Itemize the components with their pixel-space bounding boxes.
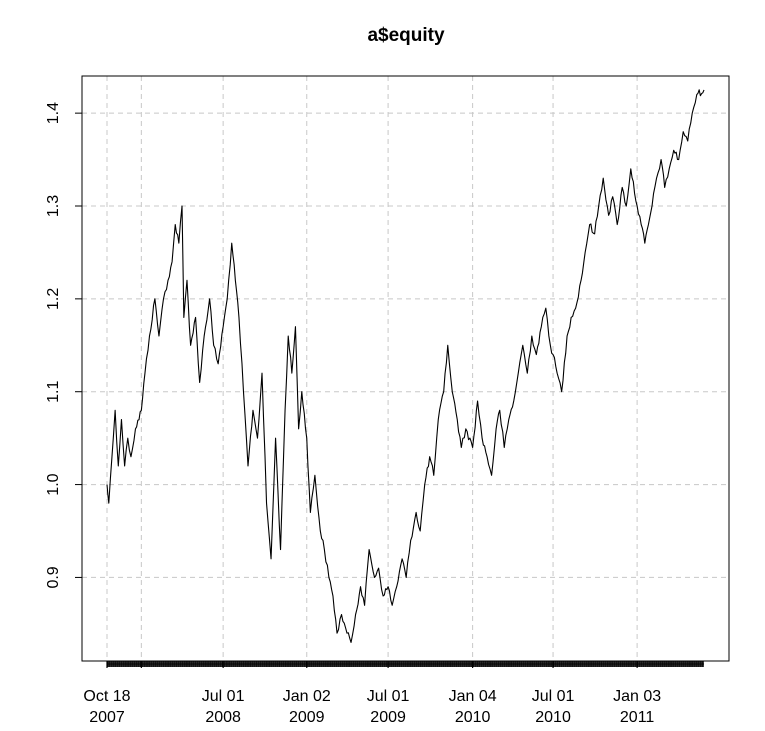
x-tick-label: Jul 01 2009 [367,688,410,726]
y-tick-label: 1.2 [45,288,62,310]
y-axis: 0.9 1.0 1.1 1.2 1.3 1.4 [45,102,82,589]
series-layer [106,89,705,643]
x-tick-label: Jul 01 2008 [202,688,245,726]
x-tick-label: Jan 04 2010 [449,688,497,726]
grid-lines [82,76,729,661]
y-tick-label: 0.9 [45,566,62,588]
x-tick-label: Jan 03 2011 [613,688,661,726]
chart-title: a$equity [367,25,445,46]
x-tick-label: Oct 18 2007 [83,688,130,726]
x-tick-label: Jul 01 2010 [532,688,575,726]
x-tick-label: Jan 02 2009 [283,688,331,726]
y-tick-label: 1.3 [45,195,62,217]
equity-series-line [106,89,705,643]
y-tick-label: 1.0 [45,473,62,495]
y-tick-label: 1.4 [45,102,62,124]
y-tick-label: 1.1 [45,380,62,402]
x-axis: Oct 18 2007 Jul 01 2008 Jan 02 2009 Jul 01 2009… [83,661,704,726]
